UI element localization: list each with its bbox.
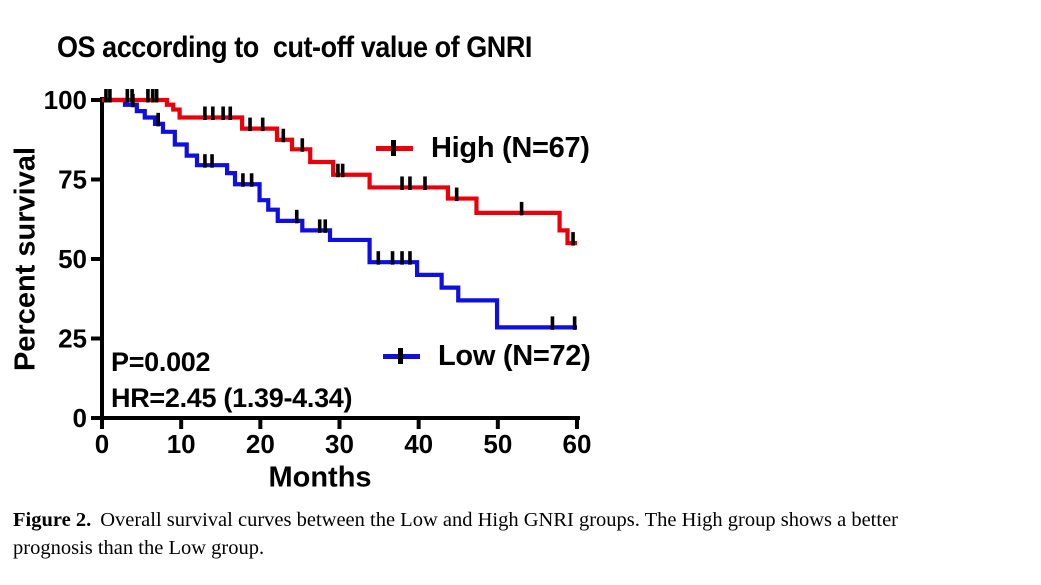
legend-label-high: High (N=67) [431,131,590,164]
x-tick-label: 20 [246,429,275,459]
censor-tick-icon [398,347,403,364]
chart-title: OS according to cut-off value of GNRI [57,31,532,64]
p-value-annotation: P=0.002 [111,347,211,377]
survival-curve-high [102,97,577,246]
y-axis-label: Percent survival [9,146,42,372]
legend-item-low: Low (N=72) [383,339,591,372]
caption-text-1: Overall survival curves between the Low … [100,509,899,531]
figure-caption: Figure 2. Overall survival curves between… [13,506,1035,563]
caption-line-1: Figure 2. Overall survival curves between… [13,506,1035,534]
x-tick-label: 0 [95,429,109,459]
legend-line-high [376,139,413,156]
hazard-ratio-annotation: HR=2.45 (1.39-4.34) [111,383,353,413]
legend-label-low: Low (N=72) [438,339,591,372]
x-tick-label: 50 [483,429,512,459]
y-tick-label: 50 [58,244,87,274]
legend-item-high: High (N=67) [376,131,590,164]
y-tick-label: 0 [73,403,87,433]
y-tick-label: 75 [58,165,87,195]
y-tick-label: 100 [44,85,87,115]
survival-curve-low [102,97,577,330]
x-tick-label: 30 [325,429,354,459]
legend-line-low [383,347,420,364]
km-survival-plot: 100 75 50 25 00 10 20 30 40 50 60 [44,85,592,459]
x-axis-label: Months [268,461,372,494]
caption-figure-label: Figure 2. [13,509,92,531]
caption-line-2: prognosis than the Low group. [13,537,265,560]
y-tick-label: 25 [58,324,87,354]
x-tick-label: 60 [563,429,592,459]
x-tick-label: 10 [167,429,196,459]
x-tick-label: 40 [404,429,433,459]
censor-tick-icon [391,139,396,156]
